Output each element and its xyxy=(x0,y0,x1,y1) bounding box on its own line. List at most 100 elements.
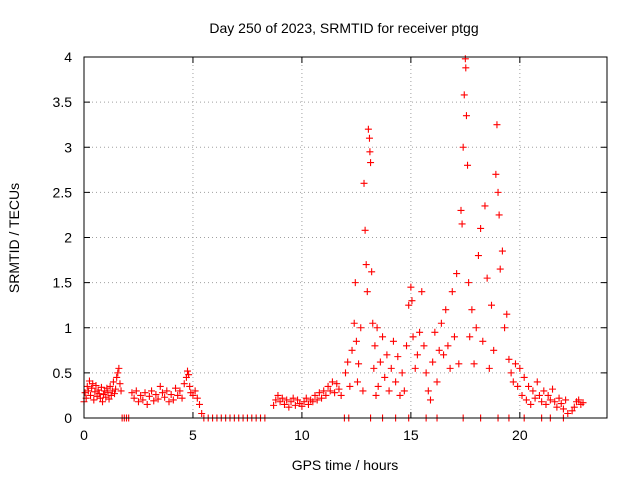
y-tick-label: 0 xyxy=(64,410,72,426)
data-point xyxy=(381,373,389,381)
data-point xyxy=(304,400,312,408)
data-point xyxy=(180,380,188,388)
data-point xyxy=(289,394,297,402)
data-point xyxy=(398,369,406,377)
axis-ticks: 0 0.5 1 1.5 2 2.5 3 3.5 4 0 5 10 15 20 xyxy=(53,49,607,443)
data-point xyxy=(313,396,321,404)
data-point xyxy=(309,398,317,406)
data-point xyxy=(369,319,377,327)
data-point xyxy=(337,391,345,399)
data-point xyxy=(540,387,548,395)
data-point xyxy=(458,220,466,228)
data-point xyxy=(542,400,550,408)
data-point xyxy=(370,364,378,372)
data-point xyxy=(348,346,356,354)
data-point xyxy=(272,396,280,404)
y-tick-label: 1 xyxy=(64,320,72,336)
data-point xyxy=(516,364,524,372)
x-tick-label: 10 xyxy=(294,427,310,443)
data-point xyxy=(361,226,369,234)
data-point xyxy=(464,161,472,169)
data-point xyxy=(139,396,147,404)
data-point xyxy=(568,407,576,415)
data-point xyxy=(392,378,400,386)
data-point xyxy=(195,400,203,408)
data-point xyxy=(161,393,169,401)
data-point xyxy=(498,247,506,255)
data-point xyxy=(376,358,384,366)
data-point xyxy=(92,382,100,390)
data-point xyxy=(575,396,583,404)
data-point xyxy=(116,380,124,388)
y-tick-label: 0.5 xyxy=(53,365,73,381)
data-point xyxy=(546,396,554,404)
data-point xyxy=(95,390,103,398)
data-point xyxy=(141,389,149,397)
data-point xyxy=(99,398,107,406)
data-point xyxy=(511,360,519,368)
data-point xyxy=(363,288,371,296)
data-point xyxy=(117,387,125,395)
data-point xyxy=(503,310,511,318)
data-point xyxy=(383,351,391,359)
data-point xyxy=(285,403,293,411)
data-point xyxy=(403,342,411,350)
data-point xyxy=(176,387,184,395)
data-points xyxy=(80,55,587,422)
data-point xyxy=(371,342,379,350)
data-point xyxy=(538,398,546,406)
data-point xyxy=(156,382,164,390)
data-point xyxy=(106,382,114,390)
data-point xyxy=(184,367,192,375)
data-point xyxy=(365,134,373,142)
data-point xyxy=(189,391,197,399)
data-point xyxy=(527,400,535,408)
x-tick-label: 5 xyxy=(189,427,197,443)
data-point xyxy=(544,391,552,399)
data-point xyxy=(442,306,450,314)
data-point xyxy=(367,159,375,167)
data-point xyxy=(551,398,559,406)
data-point xyxy=(483,274,491,282)
y-tick-label: 1.5 xyxy=(53,275,73,291)
data-point xyxy=(300,398,308,406)
data-point xyxy=(418,288,426,296)
data-point xyxy=(150,397,158,405)
data-point xyxy=(350,319,358,327)
data-point xyxy=(444,342,452,350)
data-point xyxy=(353,378,361,386)
data-point xyxy=(468,306,476,314)
data-point xyxy=(165,398,173,406)
data-point xyxy=(570,403,578,411)
data-point xyxy=(105,395,113,403)
data-point xyxy=(433,378,441,386)
data-point xyxy=(186,382,194,390)
data-point xyxy=(174,391,182,399)
data-point xyxy=(494,188,502,196)
data-point xyxy=(287,398,295,406)
data-point xyxy=(529,387,537,395)
data-point xyxy=(318,394,326,402)
data-point xyxy=(474,252,482,260)
data-point xyxy=(357,324,365,332)
data-point xyxy=(413,351,421,359)
data-point xyxy=(387,364,395,372)
data-point xyxy=(333,380,341,388)
data-point xyxy=(311,391,319,399)
data-point xyxy=(322,391,330,399)
data-point xyxy=(143,400,151,408)
data-point xyxy=(411,364,419,372)
data-point xyxy=(111,390,119,398)
data-point xyxy=(477,224,485,232)
data-point xyxy=(472,324,480,332)
data-point xyxy=(501,324,509,332)
data-point xyxy=(514,382,522,390)
data-point xyxy=(270,401,278,409)
data-point xyxy=(344,358,352,366)
x-tick-label: 0 xyxy=(80,427,88,443)
data-point xyxy=(396,391,404,399)
data-point xyxy=(533,378,541,386)
data-point xyxy=(385,387,393,395)
data-point xyxy=(362,261,370,269)
